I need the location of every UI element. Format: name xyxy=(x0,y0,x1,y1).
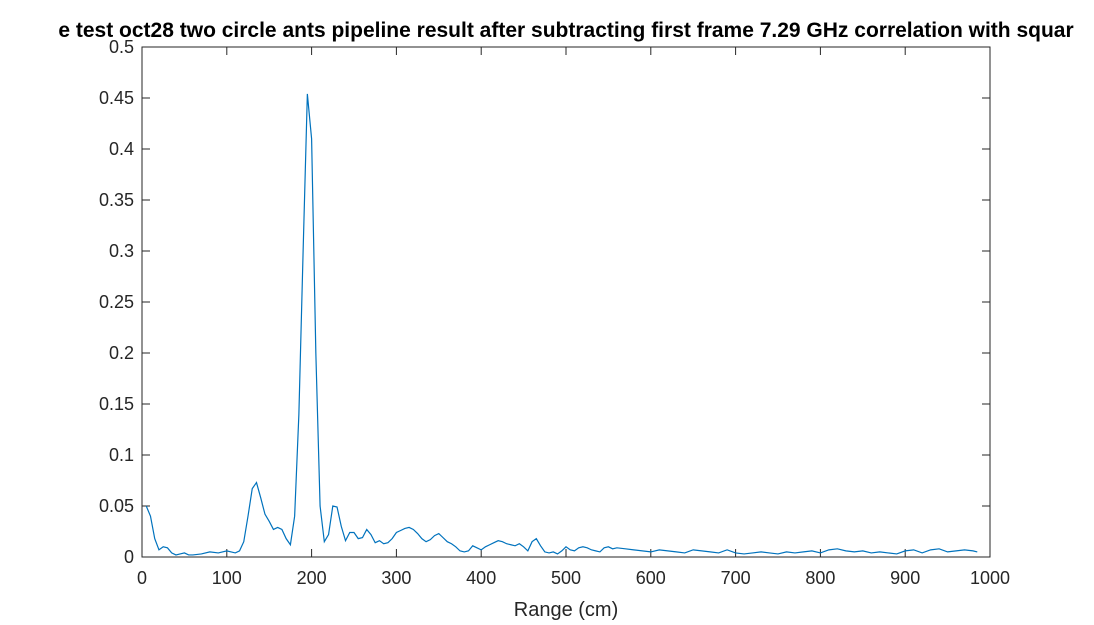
y-tick-label: 0.5 xyxy=(109,37,134,57)
x-tick-label: 600 xyxy=(636,568,666,588)
axes-box xyxy=(141,46,991,558)
series-line xyxy=(145,93,978,556)
x-tick-label: 800 xyxy=(805,568,835,588)
x-tick-label: 1000 xyxy=(970,568,1010,588)
y-tick-label: 0 xyxy=(124,547,134,567)
x-tick-label: 100 xyxy=(212,568,242,588)
x-tick-label: 500 xyxy=(551,568,581,588)
y-tick-label: 0.4 xyxy=(109,139,134,159)
y-tick-label: 0.25 xyxy=(99,292,134,312)
y-tick-label: 0.3 xyxy=(109,241,134,261)
x-axis-label: Range (cm) xyxy=(514,599,618,621)
x-tick-label: 400 xyxy=(466,568,496,588)
x-axis-tick-labels: 0 100 200 300 400 500 600 700 800 900 1000 xyxy=(137,568,1010,588)
chart-title: e test oct28 two circle ants pipeline re… xyxy=(58,19,1073,42)
y-tick-label: 0.35 xyxy=(99,190,134,210)
x-tick-label: 700 xyxy=(721,568,751,588)
y-tick-label: 0.1 xyxy=(109,445,134,465)
x-tick-label: 300 xyxy=(381,568,411,588)
y-tick-label: 0.45 xyxy=(99,88,134,108)
x-tick-label: 900 xyxy=(890,568,920,588)
y-tick-label: 0.05 xyxy=(99,496,134,516)
y-tick-label: 0.2 xyxy=(109,343,134,363)
plot-area: 0 100 200 300 400 500 600 700 800 900 1000 0 0.05 0.… xyxy=(99,37,1010,588)
y-axis-tick-labels: 0 0.05 0.1 0.15 0.2 0.25 0.3 0.35 0.4 0.45 0.5 xyxy=(99,37,134,567)
y-tick-label: 0.15 xyxy=(99,394,134,414)
x-tick-label: 200 xyxy=(297,568,327,588)
axis-ticks xyxy=(141,46,991,558)
x-tick-label: 0 xyxy=(137,568,147,588)
